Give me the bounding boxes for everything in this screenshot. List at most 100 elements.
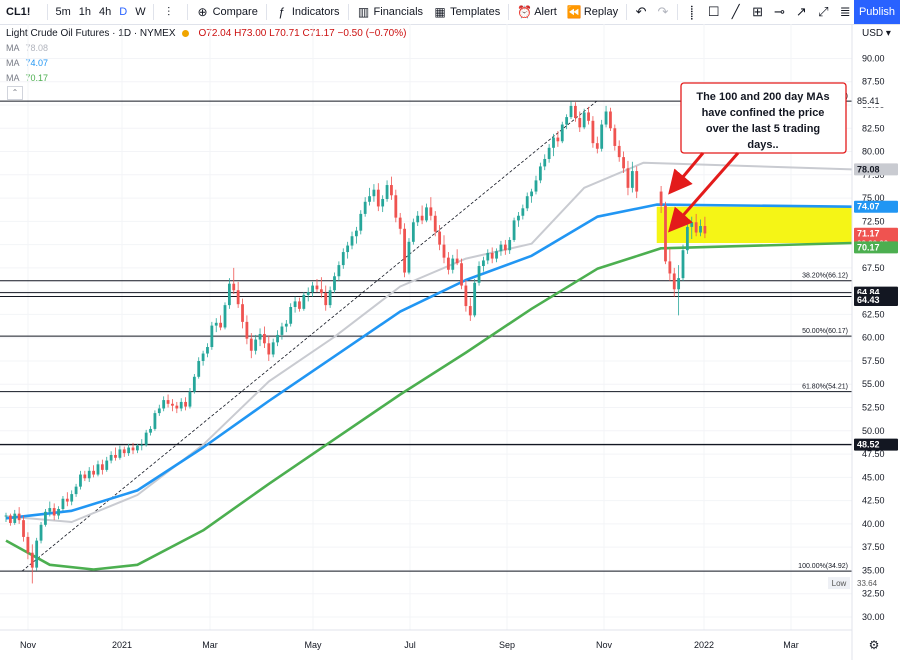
candle-body	[398, 217, 402, 229]
trendline-icon[interactable]: ╱	[731, 4, 740, 19]
candle	[455, 249, 459, 266]
candle-body	[659, 191, 663, 206]
candle-body	[258, 333, 262, 340]
candle-body	[57, 508, 60, 516]
candle	[13, 509, 17, 525]
candle-body	[411, 222, 415, 242]
candle	[22, 515, 25, 542]
fib-retracement-icon[interactable]: ≣	[839, 4, 851, 19]
candle	[201, 350, 205, 366]
candle-body	[486, 252, 490, 261]
ma-row-2[interactable]: MA 74.07	[6, 56, 406, 71]
legend-ohlc: O72.04 H73.00 L70.71 C71.17 −0.50 (−0.70…	[198, 28, 407, 39]
candle-body	[201, 353, 205, 361]
candle	[328, 286, 332, 308]
candle-body	[547, 147, 551, 159]
interval-1h[interactable]: 1h	[78, 6, 91, 18]
y-tick-label: 70.00	[862, 240, 885, 250]
alert-button[interactable]: ⏰ Alert	[512, 0, 562, 24]
candle-body	[595, 143, 599, 149]
y-tick-label: 47.50	[862, 449, 885, 459]
undo-icon[interactable]: ↶	[635, 4, 647, 19]
compare-button[interactable]: ⊕ Compare	[191, 0, 263, 24]
candle	[438, 225, 442, 251]
alarm-clock-icon: ⏰	[517, 5, 533, 19]
legend-collapse-button[interactable]: ⌃	[7, 86, 23, 100]
candle	[118, 445, 122, 460]
toolbar-divider	[626, 4, 628, 20]
ma-value: 78.08	[25, 43, 49, 53]
candle-body	[622, 157, 625, 169]
candle	[694, 213, 698, 237]
chart-type-button[interactable]: ⫶	[157, 0, 184, 24]
symbol-search[interactable]: CL1!	[6, 6, 31, 18]
candle-body	[677, 278, 681, 290]
candle-body	[17, 513, 21, 521]
candle	[48, 501, 52, 517]
x-tick-label: May	[304, 640, 322, 650]
candle	[503, 239, 507, 255]
y-tick-label: 65.00	[862, 286, 885, 296]
candle-body	[293, 301, 297, 307]
ma-row-1[interactable]: MA 78.08	[6, 41, 406, 56]
candle	[394, 189, 398, 223]
vertical-line-icon[interactable]: ⸽	[690, 5, 694, 20]
ma-label: MA	[6, 73, 20, 83]
candle-body	[578, 118, 582, 128]
candle	[236, 281, 240, 308]
legend-title-row: Light Crude Oil Futures · 1D · NYMEX O72.…	[6, 26, 406, 41]
callout-box	[680, 82, 847, 154]
candle	[560, 121, 564, 144]
candle-body	[442, 244, 446, 258]
candle-body	[477, 266, 481, 283]
candle-body	[333, 276, 336, 291]
candle	[83, 470, 87, 482]
callout-text-line: have confined the price	[702, 107, 825, 119]
replay-button[interactable]: ⏪ Replay	[562, 0, 623, 24]
candle	[96, 460, 100, 477]
x-tick-label: Jul	[404, 640, 416, 650]
y-tick-label: 40.00	[862, 519, 885, 529]
candle	[403, 223, 406, 278]
candle	[381, 195, 385, 213]
interval-4h[interactable]: 4h	[98, 6, 112, 18]
publish-button[interactable]: Publish	[854, 0, 900, 24]
y-tick-label: 55.00	[862, 379, 885, 389]
ma-row-3[interactable]: MA 70.17	[6, 71, 406, 86]
interval-1d[interactable]: D	[119, 6, 128, 18]
candle	[626, 160, 630, 196]
candle	[578, 111, 582, 132]
horizontal-ray-icon[interactable]: ⊸	[774, 4, 785, 19]
candle	[473, 279, 477, 318]
ray-icon[interactable]: ⤢	[818, 4, 829, 19]
candle-body	[122, 449, 126, 454]
financials-button[interactable]: ▥ Financials	[352, 0, 429, 24]
candle-body	[446, 257, 450, 270]
candle-body	[464, 285, 468, 307]
indicators-button[interactable]: ƒ Indicators	[270, 0, 345, 24]
candle	[8, 513, 12, 526]
candle	[136, 443, 139, 454]
interval-1w[interactable]: W	[135, 6, 146, 18]
interval-5m[interactable]: 5m	[55, 6, 71, 18]
redo-icon[interactable]: ↷	[657, 4, 669, 19]
candle-body	[44, 511, 47, 525]
currency-selector[interactable]: USD ▾	[862, 28, 891, 39]
templates-button[interactable]: ▦ Templates	[428, 0, 505, 24]
candle	[376, 183, 380, 212]
y-tick-label: 85.00	[862, 100, 885, 110]
arrow-icon[interactable]: ↗	[795, 4, 807, 19]
callout-icon[interactable]: ☐	[707, 4, 720, 19]
moving-average-line-2	[5, 203, 853, 520]
y-tick-label: 72.50	[862, 216, 885, 226]
candle-body	[153, 413, 157, 429]
candle-body	[390, 185, 393, 196]
candle-body	[70, 494, 74, 502]
candle	[79, 470, 82, 490]
candle-body	[626, 168, 630, 188]
candle	[385, 180, 389, 202]
candle-body	[672, 273, 676, 290]
crosshair-box-icon[interactable]: ⊞	[752, 4, 764, 19]
fib-level-label: 50.00%(60.17)	[802, 328, 848, 335]
